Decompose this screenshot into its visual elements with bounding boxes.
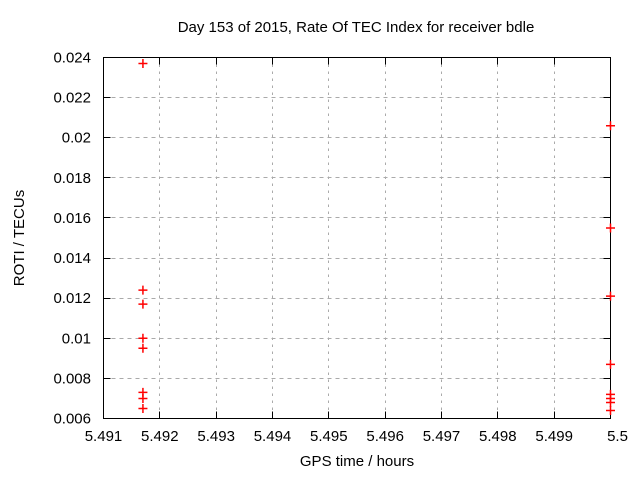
y-tick-label: 0.018	[53, 170, 91, 187]
x-tick-label: 5.492	[141, 428, 179, 445]
data-point-marker	[138, 299, 148, 309]
x-tick-label: 5.499	[535, 428, 573, 445]
x-tick-label: 5.497	[423, 428, 461, 445]
x-tick-label: 5.493	[197, 428, 235, 445]
grid-layer	[103, 57, 611, 419]
y-tick-label: 0.024	[53, 50, 91, 67]
data-point-marker	[606, 121, 615, 131]
data-point-marker	[138, 285, 148, 295]
y-tick-label: 0.008	[53, 370, 91, 387]
data-point-marker	[606, 223, 615, 233]
data-point-marker	[138, 343, 148, 353]
y-tick-label: 0.016	[53, 210, 91, 227]
x-axis-label: GPS time / hours	[300, 453, 414, 470]
data-point-marker	[138, 403, 148, 413]
y-tick-label: 0.014	[53, 250, 91, 267]
x-tick-label: 5.496	[366, 428, 404, 445]
tick-label-layer: 5.491 5.492 5.493 5.494 5.495 5.496 5.497 5.498…	[53, 50, 627, 446]
data-point-marker	[606, 397, 615, 407]
y-tick-label: 0.02	[62, 130, 91, 147]
x-tick-label: 5.5	[607, 428, 628, 445]
chart-title: Day 153 of 2015, Rate Of TEC Index for r…	[178, 19, 535, 36]
y-axis-label: ROTI / TECUs	[11, 190, 28, 286]
data-point-marker	[138, 333, 148, 343]
x-tick-label: 5.494	[254, 428, 292, 445]
x-tick-label: 5.495	[310, 428, 348, 445]
axis-layer	[103, 57, 611, 419]
data-point-marker	[138, 393, 148, 403]
y-tick-label: 0.01	[62, 330, 91, 347]
y-tick-label: 0.006	[53, 411, 91, 428]
data-point-layer	[138, 59, 615, 415]
data-point-marker	[606, 291, 615, 301]
x-tick-label: 5.491	[85, 428, 123, 445]
data-point-marker	[606, 405, 615, 415]
y-tick-label: 0.022	[53, 90, 91, 107]
plot-border	[103, 57, 611, 419]
data-point-marker	[138, 59, 148, 69]
data-point-marker	[606, 359, 615, 369]
x-tick-label: 5.498	[479, 428, 517, 445]
y-tick-label: 0.012	[53, 290, 91, 307]
